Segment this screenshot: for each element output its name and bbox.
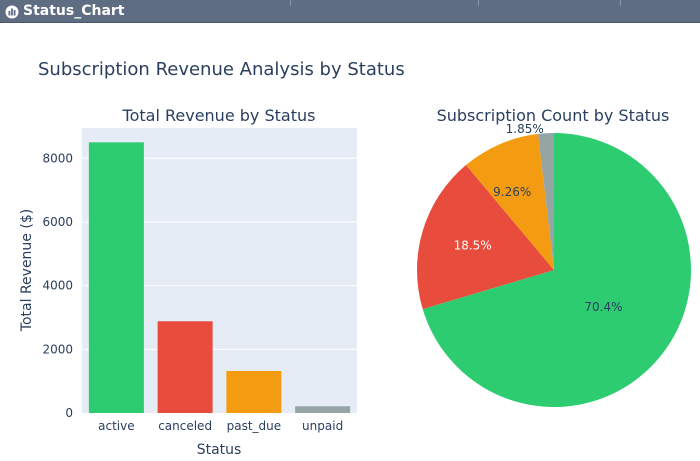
bar-chart-title: Total Revenue by Status [122,106,316,125]
bar-x-axis-label: Status [197,442,242,458]
plotly-logo-icon [5,4,19,19]
bar-chart: Total Revenue by Status 0 2000 4000 6000 800… [19,106,357,458]
bar-marks [88,142,351,414]
bar-x-ticks: active canceled past_due unpaid [98,419,343,433]
pie-slices [417,133,691,407]
bar-y-tick-label: 4000 [42,279,73,293]
pie-label-canceled: 18.5% [454,239,492,253]
bar-y-tick-label: 6000 [42,215,73,229]
figure: Subscription Revenue Analysis by Status … [19,59,691,458]
title-divider [478,0,479,6]
pie-label-unpaid: 1.85% [506,122,544,136]
title-divider [620,0,621,6]
bar-y-axis-label: Total Revenue ($) [19,209,35,332]
bar-canceled [157,321,213,413]
bar-unpaid [295,406,351,413]
pie-labels: 70.4% 18.5% 9.26% 1.85% [454,122,623,314]
bar-y-tick-label: 8000 [42,151,73,165]
pie-slice-canceled [417,165,554,310]
pie-slice-past-due [465,133,554,270]
figure-title: Subscription Revenue Analysis by Status [38,59,405,80]
bar-x-tick-label: active [98,419,134,433]
bar-y-tick-label: 0 [65,406,73,420]
bar-x-tick-label: past_due [227,419,282,433]
bar-y-ticks: 0 2000 4000 6000 8000 [42,151,73,420]
bar-y-tick-label: 2000 [42,342,73,356]
bar-active [88,142,144,414]
pie-chart-title: Subscription Count by Status [437,106,670,125]
window-title-bar: Status_Chart [0,0,700,23]
bar-x-tick-label: unpaid [302,419,343,433]
title-divider [290,0,291,6]
pie-slice-unpaid [538,133,554,270]
bar-x-tick-label: canceled [158,419,212,433]
window-title: Status_Chart [23,3,125,19]
pie-slice-active [422,133,691,407]
bar-past-due [226,370,282,413]
pie-chart: Subscription Count by Status 70.4% 18.5% 9… [417,106,691,407]
pie-label-active: 70.4% [584,300,622,314]
pie-label-past-due: 9.26% [493,185,531,199]
